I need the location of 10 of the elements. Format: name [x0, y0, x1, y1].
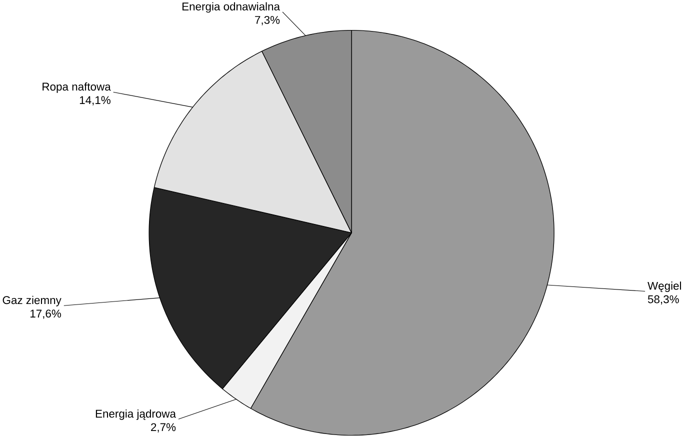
data-label: 7,3%	[255, 16, 280, 26]
data-label: 14,1%	[80, 96, 110, 106]
slice-label: Gaz ziemny	[2, 296, 62, 306]
slice-label: Energia jądrowa	[96, 410, 176, 420]
slice-label: Energia odnawialna	[182, 2, 280, 13]
slice-label: Ropa naftowa	[42, 82, 111, 94]
data-label: 58,3%	[648, 295, 679, 305]
data-label: 17,6%	[30, 310, 62, 320]
data-label: 2,7%	[151, 423, 176, 433]
slice-label: Węgiel	[648, 282, 682, 292]
